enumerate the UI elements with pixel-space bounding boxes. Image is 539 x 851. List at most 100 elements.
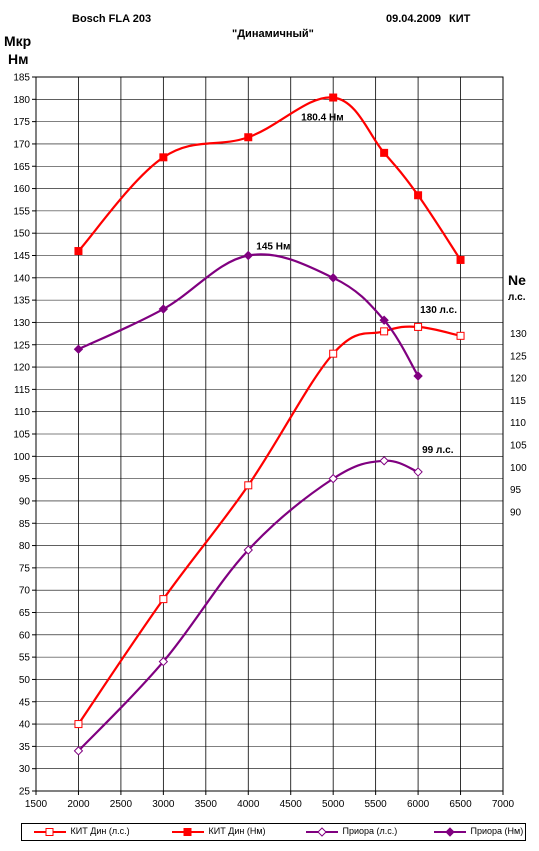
data-point	[413, 467, 423, 477]
legend-marker-kit-nm-icon	[172, 827, 204, 836]
y-tick-label: 70	[19, 586, 31, 597]
data-point	[380, 327, 389, 336]
data-point	[456, 331, 465, 340]
y-tick-label: 135	[13, 296, 30, 307]
data-point	[413, 371, 423, 381]
y-tick-label: 65	[19, 608, 31, 619]
header-left-title: Bosch FLA 203	[72, 13, 152, 25]
y-axis-right-title-line1: Ne	[508, 272, 526, 288]
x-axis-ticks: 1500 2000 2500 3000 3500 4000 4500 5000 5500 6000…	[25, 799, 515, 810]
y-right-tick-label: 95	[510, 485, 522, 496]
header-author: КИТ	[449, 13, 471, 25]
x-tick-label: 4500	[280, 799, 303, 810]
data-point	[379, 315, 389, 325]
y-tick-label: 165	[13, 162, 30, 173]
data-point	[380, 148, 389, 157]
legend-marker-kit-hp-icon	[34, 827, 66, 836]
data-label: 130 л.с.	[420, 305, 457, 316]
y-tick-label: 50	[19, 675, 31, 686]
y-axis-left-ticks: 25 30 35 40 45 50 55 60 65 70 75 80 85 90 95 100 105 110 1…	[13, 73, 30, 798]
data-point	[73, 344, 84, 354]
x-tick-label: 7000	[492, 799, 515, 810]
x-tick-label: 1500	[25, 799, 48, 810]
data-point	[329, 93, 338, 102]
series-3	[73, 250, 423, 381]
y-tick-label: 25	[19, 787, 31, 798]
y-tick-label: 55	[19, 653, 31, 664]
y-axis-right-ticks: 130 125 120 115 110 105 100 95 90	[510, 329, 527, 518]
legend-label-kit-hp: КИТ Дин (л.с.)	[70, 826, 130, 836]
data-point	[73, 746, 84, 756]
data-point	[244, 133, 253, 142]
legend-label-priora-nm: Приора (Нм)	[470, 826, 524, 836]
x-tick-label: 3500	[195, 799, 218, 810]
data-point	[158, 304, 169, 314]
y-tick-label: 175	[13, 117, 30, 128]
legend-marker-priora-nm-icon	[434, 826, 466, 837]
legend-item-priora-hp: Приора (л.с.)	[304, 826, 397, 837]
chart-legend: КИТ Дин (л.с.) КИТ Дин (Нм) Приора (л.с.…	[21, 823, 526, 841]
y-tick-label: 180	[13, 95, 30, 106]
y-tick-label: 80	[19, 541, 31, 552]
y-axis-right-title-line2: л.с.	[508, 292, 526, 303]
y-tick-label: 155	[13, 206, 30, 217]
x-tick-label: 2500	[110, 799, 133, 810]
y-tick-label: 115	[14, 385, 30, 396]
y-tick-label: 150	[13, 229, 30, 240]
header-mode-title: "Динамичный"	[232, 28, 314, 40]
data-point	[74, 720, 83, 729]
data-point	[328, 273, 338, 283]
data-label: 180.4 Нм	[301, 113, 343, 124]
y-tick-label: 75	[19, 563, 31, 574]
data-point	[159, 595, 168, 604]
data-point	[158, 656, 169, 667]
y-tick-label: 125	[13, 340, 30, 351]
y-tick-label: 35	[19, 742, 31, 753]
data-label: 145 Нм	[256, 242, 290, 253]
y-tick-label: 105	[13, 430, 30, 441]
x-tick-label: 4000	[237, 799, 260, 810]
y-tick-label: 170	[13, 139, 30, 150]
header-date: 09.04.2009	[386, 13, 442, 25]
data-point	[414, 191, 423, 200]
data-point	[243, 545, 253, 555]
series-1	[74, 93, 465, 264]
series-2	[73, 456, 423, 756]
y-right-tick-label: 115	[510, 396, 526, 407]
data-point	[244, 481, 253, 490]
data-point	[243, 250, 253, 261]
y-tick-label: 100	[13, 452, 30, 463]
y-tick-label: 160	[13, 184, 30, 195]
y-tick-label: 40	[19, 720, 31, 731]
y-tick-label: 185	[13, 73, 30, 84]
y-right-tick-label: 105	[510, 441, 527, 452]
x-tick-label: 5500	[365, 799, 388, 810]
x-tick-label: 2000	[67, 799, 90, 810]
legend-marker-priora-hp-icon	[306, 826, 338, 837]
chart-grid	[32, 76, 504, 795]
y-right-tick-label: 125	[510, 351, 527, 362]
y-right-tick-label: 120	[510, 374, 527, 385]
y-tick-label: 110	[14, 407, 30, 418]
y-tick-label: 85	[19, 519, 31, 530]
series-line	[77, 325, 461, 725]
legend-label-priora-hp: Приора (л.с.)	[342, 826, 398, 836]
y-tick-label: 45	[19, 697, 31, 708]
y-tick-label: 145	[13, 251, 30, 262]
y-tick-label: 140	[13, 273, 30, 284]
data-point	[159, 153, 168, 162]
y-right-tick-label: 100	[510, 463, 527, 474]
legend-item-priora-nm: Приора (Нм)	[432, 826, 523, 837]
y-right-tick-label: 130	[510, 329, 527, 340]
chart-annotations: 180.4 Нм 145 Нм 130 л.с. 99 л.с.	[256, 113, 457, 456]
x-tick-label: 6500	[449, 799, 472, 810]
legend-item-kit-hp: КИТ Дин (л.с.)	[32, 826, 130, 837]
data-point	[328, 473, 338, 484]
y-tick-label: 120	[13, 363, 30, 374]
y-axis-left-title-line2: Нм	[8, 51, 29, 67]
legend-label-kit-nm: КИТ Дин (Нм)	[208, 826, 266, 836]
y-right-tick-label: 90	[510, 507, 522, 518]
y-axis-left-title-line1: Мкр	[4, 33, 32, 49]
chart-series	[73, 93, 465, 756]
